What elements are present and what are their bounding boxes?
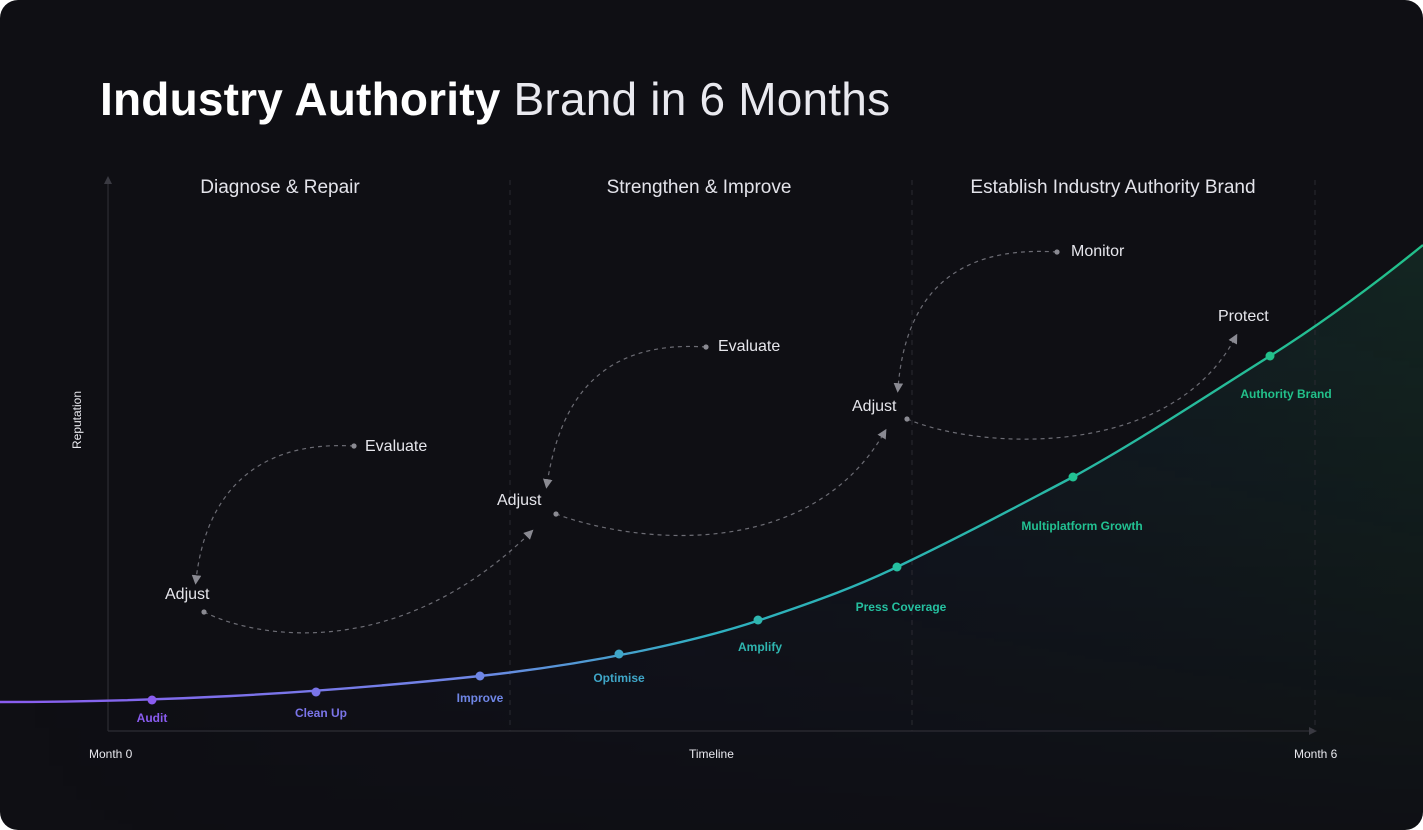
phase-label-1: Diagnose & Repair <box>200 177 360 198</box>
milestone-dot-2 <box>311 687 321 697</box>
milestone-label-1: Audit <box>136 711 168 725</box>
milestone-dot-3 <box>475 671 485 681</box>
milestone-label-4: Optimise <box>593 671 645 685</box>
milestone-label-2: Clean Up <box>294 706 348 720</box>
loop-1-adjust: Adjust <box>165 586 210 603</box>
loop-2-adjust: Adjust <box>497 492 542 509</box>
milestone-label-7: Multiplatform Growth <box>1021 519 1143 533</box>
phase-label-2: Strengthen & Improve <box>606 177 792 198</box>
milestone-dot-7 <box>1068 472 1078 482</box>
loop-2-arrows <box>542 345 887 537</box>
x-axis-arrow <box>1309 727 1317 735</box>
loop-3-monitor: Monitor <box>1071 243 1125 260</box>
milestone-dot-1 <box>147 695 157 705</box>
loop-3-adjust: Adjust <box>852 398 897 415</box>
curve-area-fill <box>0 245 1423 830</box>
loop-1-arrows <box>191 445 534 634</box>
loop-3-arrows <box>893 250 1238 440</box>
loop-dots <box>201 249 1060 615</box>
milestone-label-5: Amplify <box>737 640 783 654</box>
phase-label-3: Establish Industry Authority Brand <box>970 177 1256 198</box>
milestone-dot-8 <box>1265 351 1275 361</box>
loop-3-protect: Protect <box>1218 308 1269 325</box>
page-title: Industry Authority Brand in 6 Months <box>100 72 890 126</box>
x-axis-end-label: Month 6 <box>1294 747 1338 761</box>
milestone-dot-6 <box>892 562 902 572</box>
milestone-label-8: Authority Brand <box>1240 387 1332 401</box>
loop-2-evaluate: Evaluate <box>718 338 781 355</box>
growth-curve <box>0 244 1423 704</box>
milestone-points <box>147 351 1275 705</box>
milestone-label-6: Press Coverage <box>855 600 947 614</box>
loop-1-evaluate: Evaluate <box>365 438 428 455</box>
y-axis-label: Reputation <box>70 390 84 450</box>
y-axis-arrow <box>104 176 112 184</box>
x-axis-label: Timeline <box>689 747 734 761</box>
x-axis-start-label: Month 0 <box>89 747 133 761</box>
milestone-dot-5 <box>753 615 763 625</box>
milestone-label-3: Improve <box>456 691 504 705</box>
milestone-dot-4 <box>614 649 624 659</box>
title-bold: Industry Authority <box>100 73 501 125</box>
title-rest: Brand in 6 Months <box>513 73 891 125</box>
